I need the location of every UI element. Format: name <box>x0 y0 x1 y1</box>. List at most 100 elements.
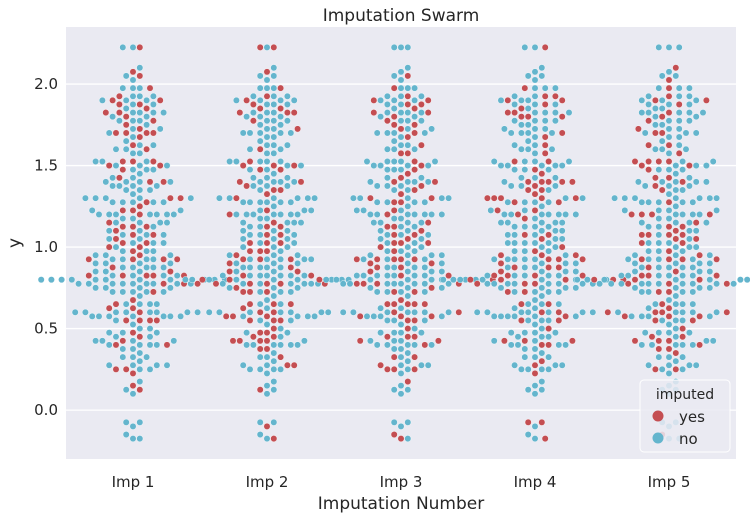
point-observed <box>370 312 378 320</box>
point-observed <box>645 109 652 116</box>
point-observed <box>397 329 405 337</box>
point-imputed <box>136 43 144 51</box>
point-observed <box>562 259 569 267</box>
point-observed <box>743 276 750 284</box>
point-observed <box>572 268 580 275</box>
point-observed <box>263 125 271 133</box>
point-observed <box>545 365 552 373</box>
point-imputed <box>256 247 264 255</box>
point-observed <box>136 162 144 169</box>
point-imputed <box>541 101 549 108</box>
point-observed <box>122 145 130 153</box>
point-observed <box>82 308 89 316</box>
point-observed <box>562 268 569 275</box>
point-observed <box>552 243 559 251</box>
point-observed <box>300 337 308 345</box>
legend: imputed yes no <box>639 379 731 453</box>
point-imputed <box>514 211 522 218</box>
point-observed <box>521 166 529 174</box>
point-observed <box>665 370 673 377</box>
point-observed <box>109 113 117 121</box>
point-observed <box>562 284 569 292</box>
point-imputed <box>531 190 539 198</box>
point-imputed <box>356 312 364 320</box>
point-observed <box>679 365 686 373</box>
point-observed <box>304 194 312 202</box>
point-observed <box>99 337 106 345</box>
point-observed <box>136 418 144 426</box>
point-imputed <box>655 337 663 345</box>
point-observed <box>324 308 332 316</box>
point-observed <box>283 235 291 243</box>
point-imputed <box>263 206 271 214</box>
point-observed <box>428 125 435 133</box>
point-imputed <box>256 43 264 51</box>
point-observed <box>679 300 686 308</box>
point-observed <box>146 325 154 332</box>
point-observed <box>129 117 137 125</box>
point-observed <box>256 137 264 145</box>
point-observed <box>287 129 295 137</box>
point-imputed <box>246 158 254 165</box>
point-observed <box>160 272 168 279</box>
point-observed <box>531 43 539 51</box>
point-imputed <box>404 378 412 385</box>
point-observed <box>490 158 498 165</box>
point-imputed <box>198 276 206 284</box>
point-imputed <box>236 178 244 186</box>
point-imputed <box>555 308 563 316</box>
point-imputed <box>226 211 234 218</box>
point-imputed <box>383 117 391 125</box>
point-observed <box>112 145 120 153</box>
point-observed <box>404 292 412 300</box>
point-imputed <box>143 105 151 112</box>
point-observed <box>417 219 425 227</box>
point-observed <box>538 292 546 300</box>
point-observed <box>445 280 452 288</box>
point-observed <box>635 178 642 186</box>
point-observed <box>521 255 529 263</box>
point-observed <box>672 162 680 169</box>
point-observed <box>552 162 559 169</box>
point-observed <box>166 312 174 320</box>
point-imputed <box>143 129 151 137</box>
point-observed <box>641 182 649 190</box>
point-observed <box>672 276 680 284</box>
point-imputed <box>366 268 374 275</box>
point-observed <box>146 308 154 316</box>
point-observed <box>438 259 446 267</box>
point-observed <box>263 435 271 443</box>
point-observed <box>404 202 412 210</box>
point-imputed <box>655 158 663 165</box>
point-imputed <box>222 312 230 320</box>
point-imputed <box>194 280 202 288</box>
point-observed <box>531 133 539 141</box>
point-observed <box>317 308 325 316</box>
point-observed <box>672 194 680 202</box>
point-imputed <box>136 243 144 251</box>
point-imputed <box>665 198 673 206</box>
point-observed <box>524 137 532 145</box>
point-observed <box>562 341 569 349</box>
point-observed <box>263 264 271 271</box>
point-observed <box>390 166 398 174</box>
point-observed <box>239 264 247 271</box>
point-imputed <box>105 219 113 227</box>
point-observed <box>404 357 412 365</box>
point-observed <box>122 137 130 145</box>
point-observed <box>511 117 518 125</box>
point-observed <box>689 255 697 263</box>
point-observed <box>679 353 686 361</box>
point-observed <box>531 321 539 328</box>
point-observed <box>531 68 539 76</box>
point-observed <box>256 223 264 231</box>
point-imputed <box>143 272 151 279</box>
point-observed <box>421 280 429 288</box>
point-observed <box>531 264 539 271</box>
point-imputed <box>383 223 391 231</box>
point-observed <box>283 227 291 235</box>
point-observed <box>136 219 144 227</box>
point-observed <box>621 206 629 214</box>
point-observed <box>689 300 697 308</box>
point-observed <box>504 239 512 247</box>
